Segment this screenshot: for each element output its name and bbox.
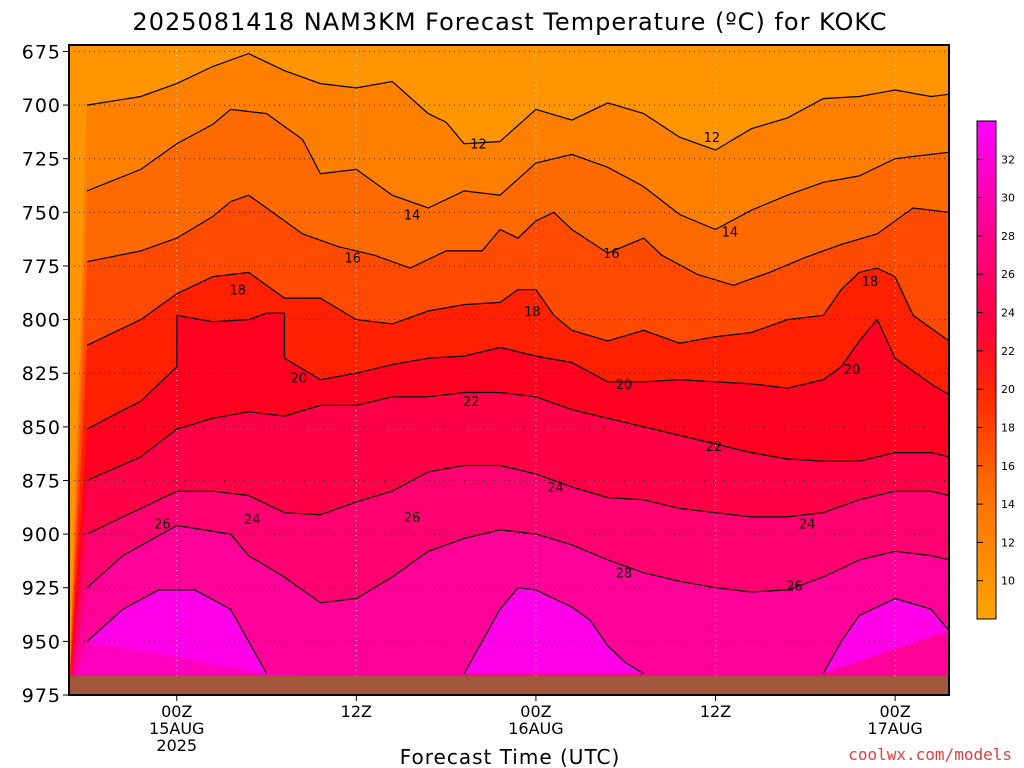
- colorbar-tick-label-18: 18: [1001, 421, 1015, 434]
- colorbar-tick-label-24: 24: [1001, 307, 1015, 320]
- y-tick-label-725: 725: [22, 149, 61, 171]
- y-tick-label-900: 900: [22, 524, 61, 546]
- x-tick-label-0-0: 00Z: [161, 702, 192, 721]
- contour-label-22-12: 22: [463, 395, 480, 410]
- contour-label-14-3: 14: [722, 226, 739, 241]
- x-tick-label-30-0: 12Z: [700, 702, 731, 721]
- contour-label-22-13: 22: [705, 440, 722, 455]
- y-tick-label-975: 975: [22, 685, 61, 707]
- contour-label-14-2: 14: [404, 208, 421, 223]
- colorbar-tick-label-16: 16: [1001, 460, 1015, 473]
- contour-line-28-8: [86, 589, 268, 674]
- y-tick-label-775: 775: [22, 256, 61, 278]
- x-tick-label-20-1: 16AUG: [508, 719, 563, 738]
- y-tick-label-875: 875: [22, 470, 61, 492]
- contour-label-26-18: 26: [404, 511, 421, 526]
- contour-label-24-16: 24: [799, 517, 816, 532]
- y-tick-label-675: 675: [22, 41, 61, 63]
- colorbar-gradient: [976, 120, 997, 620]
- contour-label-18-6: 18: [230, 284, 247, 299]
- contour-line-24-6: [86, 464, 949, 535]
- contour-label-24-14: 24: [244, 513, 261, 528]
- contour-line-22-5: [86, 391, 949, 482]
- fill-warm-pocket-2: [823, 598, 949, 674]
- contour-label-24-15: 24: [547, 481, 564, 496]
- contour-line-28-9: [463, 587, 645, 675]
- y-tick-label-950: 950: [22, 631, 61, 653]
- contour-label-12-0: 12: [470, 138, 487, 153]
- contour-label-20-11: 20: [844, 363, 861, 378]
- fill-warm-pocket-1: [464, 587, 644, 674]
- colorbar-tick-label-22: 22: [1001, 345, 1015, 358]
- x-tick-label-40-1: 17AUG: [867, 719, 922, 738]
- contour-line-16-2: [86, 194, 949, 286]
- colorbar-tick-label-26: 26: [1001, 268, 1015, 281]
- contour-label-18-7: 18: [524, 305, 541, 320]
- contour-label-18-8: 18: [862, 275, 879, 290]
- contour-label-26-17: 26: [154, 517, 171, 532]
- y-tick-label-750: 750: [22, 202, 61, 224]
- contour-label-12-1: 12: [704, 131, 721, 146]
- y-tick-label-825: 825: [22, 363, 61, 385]
- contour-label-26-19: 26: [786, 580, 803, 595]
- contour-line-14-1: [86, 108, 949, 231]
- x-tick-label-20-0: 00Z: [520, 702, 551, 721]
- contour-label-20-10: 20: [616, 378, 633, 393]
- y-tick-label-925: 925: [22, 578, 61, 600]
- colorbar-tick-label-12: 12: [1001, 536, 1015, 549]
- x-tick-label-0-2: 2025: [156, 736, 197, 755]
- y-tick-label-850: 850: [22, 417, 61, 439]
- chart-title: 2025081418 NAM3KM Forecast Temperature (…: [132, 8, 887, 36]
- contour-line-20-4: [86, 312, 949, 430]
- y-tick-label-700: 700: [22, 95, 61, 117]
- ground-surface: [69, 676, 949, 695]
- x-axis-title: Forecast Time (UTC): [400, 745, 621, 768]
- colorbar-tick-label-14: 14: [1001, 498, 1015, 511]
- source-credit: coolwx.com/models: [848, 745, 1012, 764]
- contour-line-26-7: [86, 524, 949, 604]
- contour-line-12-0: [86, 52, 949, 151]
- colorbar-tick-label-32: 32: [1001, 153, 1015, 166]
- x-tick-label-40-0: 00Z: [879, 702, 910, 721]
- colorbar-tick-label-20: 20: [1001, 383, 1015, 396]
- plot-area: [69, 45, 949, 695]
- contour-line-28-10: [822, 597, 949, 674]
- contour-line-18-3: [86, 267, 949, 346]
- contour-label-16-4: 16: [344, 251, 361, 266]
- plot-frame: [68, 44, 950, 696]
- contour-label-16-5: 16: [603, 247, 620, 262]
- colorbar-tick-label-28: 28: [1001, 230, 1015, 243]
- colorbar-tick-label-10: 10: [1001, 575, 1015, 588]
- y-tick-label-800: 800: [22, 310, 61, 332]
- colorbar: 10 12 14 16 18 20 22 24 26 28 30 32: [976, 120, 1015, 620]
- x-tick-label-10-0: 12Z: [341, 702, 372, 721]
- x-tick-label-0-1: 15AUG: [149, 719, 204, 738]
- colorbar-tick-label-30: 30: [1001, 192, 1015, 205]
- contour-label-20-9: 20: [291, 372, 308, 387]
- y-axis: 675 700 725 750 775 800 825 850 875 900 925 950 975: [22, 41, 69, 707]
- contour-label-28-20: 28: [616, 567, 633, 582]
- fill-warm-pocket-0: [87, 589, 267, 674]
